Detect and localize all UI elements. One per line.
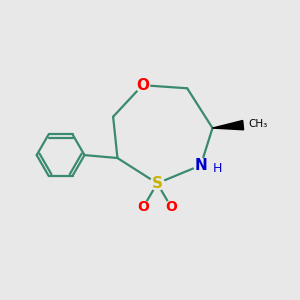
Polygon shape (212, 121, 244, 130)
Text: O: O (137, 200, 149, 214)
Text: N: N (194, 158, 207, 173)
Text: S: S (152, 176, 163, 191)
Circle shape (194, 158, 208, 172)
Text: H: H (213, 162, 222, 175)
Text: O: O (136, 78, 149, 93)
Circle shape (165, 201, 178, 214)
Text: O: O (165, 200, 177, 214)
Circle shape (150, 176, 164, 190)
Circle shape (136, 78, 149, 92)
Text: CH₃: CH₃ (248, 119, 268, 129)
Circle shape (137, 201, 150, 214)
